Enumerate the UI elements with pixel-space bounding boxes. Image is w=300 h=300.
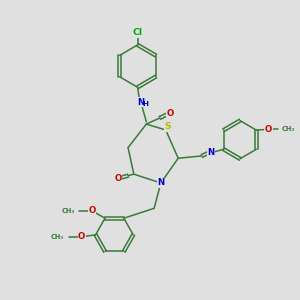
Text: O: O xyxy=(78,232,85,242)
Text: O: O xyxy=(88,206,96,215)
Text: O: O xyxy=(167,109,174,118)
Text: O: O xyxy=(115,174,122,183)
Text: CH₃: CH₃ xyxy=(61,208,74,214)
Text: N: N xyxy=(137,98,144,107)
Text: N: N xyxy=(207,148,214,157)
Text: CH₃: CH₃ xyxy=(282,126,295,132)
Text: N: N xyxy=(157,178,164,188)
Text: H: H xyxy=(142,101,148,107)
Text: CH₃: CH₃ xyxy=(51,234,64,240)
Text: S: S xyxy=(165,122,171,131)
Text: O: O xyxy=(265,125,272,134)
Text: Cl: Cl xyxy=(133,28,143,37)
